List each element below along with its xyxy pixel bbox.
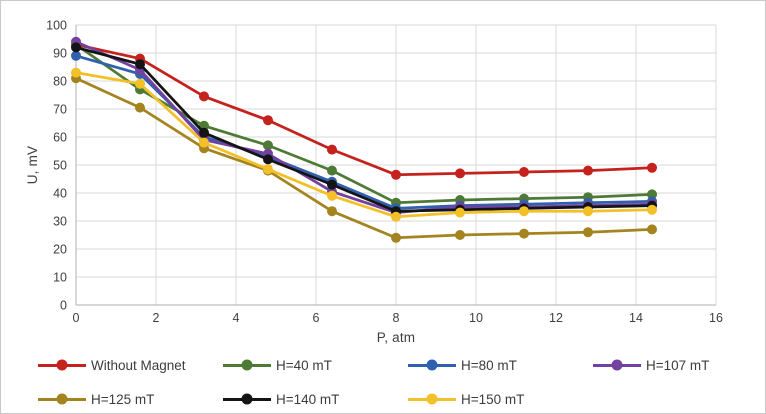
series-marker-Without Magnet [519, 167, 529, 177]
series-marker-H=150 mT [647, 204, 657, 215]
x-tick-label: 14 [629, 311, 643, 325]
legend-marker-dot [426, 393, 438, 405]
series-marker-Without Magnet [263, 115, 273, 126]
series-marker-Without Magnet [327, 144, 337, 155]
series-marker-H=150 mT [455, 207, 465, 218]
series-marker-H=125 mT [519, 228, 529, 239]
series-marker-H=150 mT [263, 164, 273, 175]
x-tick-label: 0 [73, 311, 80, 325]
series-line-H=40 mT [75, 43, 653, 205]
series-marker-H=140 mT [135, 59, 145, 70]
series-line-H=125 mT [75, 76, 653, 240]
legend-row: H=125 mT H=140 mT H=150 mT [38, 384, 593, 413]
series-marker-H=150 mT [71, 67, 81, 78]
legend-marker [593, 359, 641, 371]
series-marker-H=125 mT [135, 102, 145, 113]
y-tick-label: 50 [53, 159, 67, 173]
series-marker-H=125 mT [327, 206, 337, 217]
legend-item-H=40 mT: H=40 mT [223, 350, 408, 380]
legend-label: H=107 mT [646, 357, 710, 373]
series-marker-H=125 mT [391, 232, 401, 243]
x-tick-label: 8 [393, 311, 400, 325]
legend-label: Without Magnet [91, 357, 186, 373]
legend-item-H=140 mT: H=140 mT [223, 384, 408, 413]
y-tick-label: 100 [46, 19, 67, 33]
series-marker-H=150 mT [327, 190, 337, 201]
series-marker-Without Magnet [391, 169, 401, 180]
legend-item-H=150 mT: H=150 mT [408, 384, 593, 413]
legend-marker-dot [56, 393, 68, 405]
series-marker-H=150 mT [199, 137, 209, 148]
series-marker-H=140 mT [263, 154, 273, 165]
series-marker-H=40 mT [327, 165, 337, 176]
y-tick-label: 80 [53, 75, 67, 89]
y-tick-label: 70 [53, 103, 67, 117]
series-marker-Without Magnet [647, 162, 657, 173]
legend-marker [223, 359, 271, 371]
series-marker-H=140 mT [327, 179, 337, 190]
legend-marker [408, 359, 456, 371]
y-tick-label: 40 [53, 187, 67, 201]
series-marker-H=140 mT [199, 127, 209, 138]
legend-item-H=107 mT: H=107 mT [593, 350, 765, 380]
y-tick-label: 90 [53, 47, 67, 61]
series-marker-H=125 mT [455, 230, 465, 240]
legend-label: H=80 mT [461, 357, 517, 373]
series-marker-H=150 mT [391, 211, 401, 222]
legend-row: Without Magnet H=40 mT H=80 mT H=107 mT [38, 350, 765, 380]
legend-label: H=140 mT [276, 391, 340, 407]
series-marker-H=150 mT [135, 78, 145, 89]
series-marker-H=150 mT [519, 206, 529, 217]
legend-marker-dot [56, 359, 68, 371]
series-line-H=140 mT [75, 46, 653, 213]
series-line-H=107 mT [75, 40, 653, 214]
series-line-H=150 mT [75, 71, 653, 219]
x-tick-label: 10 [469, 311, 483, 325]
legend-label: H=40 mT [276, 357, 332, 373]
legend-marker-dot [426, 359, 438, 371]
series-marker-H=40 mT [263, 140, 273, 151]
legend-marker-dot [241, 359, 253, 371]
series-marker-H=80 mT [71, 50, 81, 61]
y-tick-label: 20 [53, 243, 67, 257]
plot-area: 0 10 20 30 40 50 60 70 80 90 100 0 2 4 6 8 10 12 14 16 [46, 19, 723, 326]
x-tick-label: 2 [153, 311, 160, 325]
legend-marker [38, 393, 86, 405]
series-marker-Without Magnet [583, 165, 593, 176]
y-tick-label: 30 [53, 215, 67, 229]
legend-marker-dot [241, 393, 253, 405]
series-marker-H=40 mT [647, 189, 657, 200]
legend-marker-dot [611, 359, 623, 371]
y-tick-label: 0 [60, 299, 67, 313]
series-marker-H=150 mT [583, 206, 593, 217]
y-tick-label: 60 [53, 131, 67, 145]
y-tick-label: 10 [53, 271, 67, 285]
legend-item-Without Magnet: Without Magnet [38, 350, 223, 380]
series-line-Without Magnet [75, 43, 653, 177]
series-marker-H=125 mT [583, 227, 593, 238]
series-marker-Without Magnet [455, 168, 465, 179]
x-tick-label: 12 [549, 311, 563, 325]
legend-label: H=125 mT [91, 391, 155, 407]
legend-marker [38, 359, 86, 371]
series-marker-Without Magnet [199, 91, 209, 102]
legend-item-H=125 mT: H=125 mT [38, 384, 223, 413]
legend-marker [408, 393, 456, 405]
series-marker-H=140 mT [71, 42, 81, 53]
x-axis-title: P, atm [376, 330, 416, 345]
legend-label: H=150 mT [461, 391, 525, 407]
x-tick-label: 16 [709, 311, 723, 325]
x-tick-label: 6 [313, 311, 320, 325]
y-axis-title: U, mV [25, 145, 40, 185]
legend-marker [223, 393, 271, 405]
legend-item-H=80 mT: H=80 mT [408, 350, 593, 380]
x-tick-label: 4 [233, 311, 240, 325]
series-marker-H=125 mT [647, 224, 657, 235]
